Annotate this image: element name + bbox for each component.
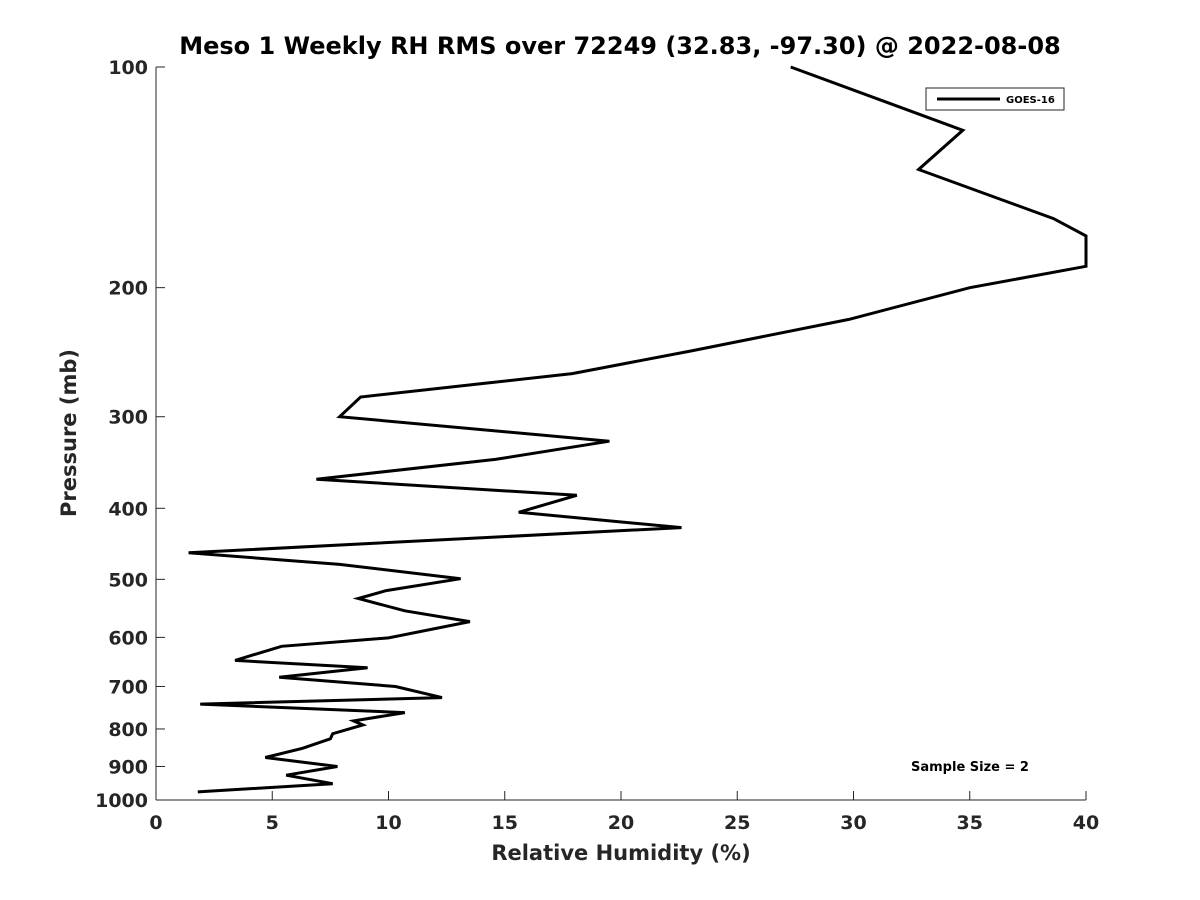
y-tick-label: 400 bbox=[108, 498, 148, 520]
x-tick-label: 20 bbox=[608, 812, 634, 834]
y-tick-label: 200 bbox=[108, 278, 148, 300]
plot-area bbox=[155, 67, 1086, 801]
x-tick-label: 10 bbox=[375, 812, 401, 834]
x-tick-label: 40 bbox=[1073, 812, 1099, 834]
sample-size-annotation: Sample Size = 2 bbox=[911, 760, 1029, 775]
x-tick-label: 0 bbox=[149, 812, 162, 834]
y-tick-label: 800 bbox=[108, 719, 148, 741]
x-tick-label: 35 bbox=[957, 812, 983, 834]
series-line-goes-16 bbox=[188, 65, 1088, 794]
x-axis-label: Relative Humidity (%) bbox=[491, 841, 750, 865]
legend: GOES-16 bbox=[925, 87, 1065, 111]
y-axis-label: Pressure (mb) bbox=[57, 349, 81, 517]
x-tick-label: 30 bbox=[840, 812, 866, 834]
y-tick-label: 500 bbox=[108, 569, 148, 591]
y-tick-label: 700 bbox=[108, 676, 148, 698]
series-layer bbox=[188, 65, 1088, 794]
x-tick-label: 5 bbox=[266, 812, 279, 834]
y-tick-label: 100 bbox=[108, 57, 148, 79]
y-tick-label: 600 bbox=[108, 627, 148, 649]
x-tick-label: 25 bbox=[724, 812, 750, 834]
y-tick-label: 1000 bbox=[95, 790, 148, 812]
x-tick-label: 15 bbox=[492, 812, 518, 834]
y-tick-label: 900 bbox=[108, 756, 148, 778]
chart-title: Meso 1 Weekly RH RMS over 72249 (32.83, … bbox=[179, 32, 1061, 60]
x-ticks: 0 5 10 15 20 25 30 35 40 bbox=[149, 791, 1099, 834]
y-ticks: 100 200 300 400 500 600 700 800 900 1000 bbox=[95, 57, 165, 812]
y-tick-label: 300 bbox=[108, 407, 148, 429]
legend-label-goes-16: GOES-16 bbox=[1006, 95, 1055, 106]
